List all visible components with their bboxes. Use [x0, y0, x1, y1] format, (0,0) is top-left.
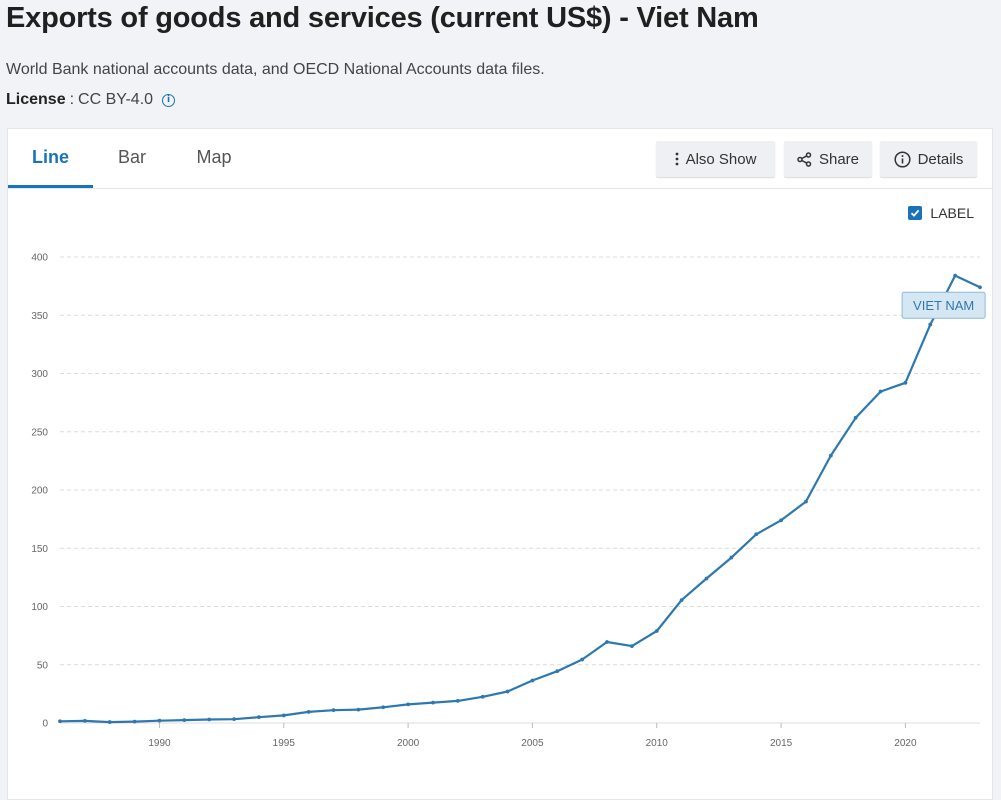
license-line: License : CC BY-4.0 i [6, 91, 176, 109]
line-chart: 0 50 100 150 200 250 300 350 400 1990 1995 2000 2005… [31, 253, 986, 749]
data-point [306, 710, 311, 714]
details-button[interactable]: Details [880, 141, 977, 177]
license-separator: : [69, 91, 75, 108]
data-point [530, 678, 535, 683]
details-label: Details [917, 150, 964, 168]
label-toggle[interactable]: LABEL [908, 205, 974, 221]
data-point [455, 698, 460, 703]
data-point [232, 717, 236, 722]
data-point [654, 629, 659, 633]
data-point [804, 499, 808, 504]
data-point [58, 719, 62, 724]
data-point [828, 453, 833, 458]
chart-tabs: Line Bar Map Also Show Share [8, 129, 992, 189]
data-point [580, 657, 585, 662]
share-label: Share [818, 150, 860, 168]
data-point [356, 707, 361, 712]
data-point [431, 700, 435, 705]
also-show-button[interactable]: Also Show [656, 141, 775, 177]
info-circle-icon [894, 150, 911, 168]
share-icon [797, 151, 812, 167]
data-point [480, 694, 485, 699]
license-value: CC BY-4.0 [78, 91, 154, 108]
data-point [182, 718, 187, 722]
data-point [605, 640, 609, 644]
checkbox-checked-icon[interactable] [908, 206, 923, 220]
x-tick-label: 2000 [397, 738, 420, 749]
source-note: World Bank national accounts data, and O… [6, 61, 545, 78]
info-icon[interactable]: i [162, 93, 176, 107]
data-point [729, 555, 734, 560]
x-tick-label: 2005 [521, 738, 544, 749]
tab-line[interactable]: Line [8, 129, 93, 188]
data-point [779, 518, 783, 523]
y-tick-label: 0 [42, 719, 48, 730]
tab-bar[interactable]: Bar [117, 147, 146, 167]
x-tick-label: 2015 [770, 738, 793, 749]
tab-map[interactable]: Map [196, 147, 232, 167]
series-label: VIET NAM [913, 298, 974, 313]
page-title: Exports of goods and services (current U… [6, 2, 759, 34]
data-point [903, 380, 908, 385]
also-show-label: Also Show [685, 150, 757, 168]
y-tick-label: 250 [31, 427, 48, 438]
label-toggle-text: LABEL [930, 205, 974, 221]
data-point [406, 702, 411, 707]
data-point [82, 719, 87, 723]
data-point [257, 715, 261, 720]
y-tick-label: 400 [31, 253, 48, 264]
data-point [281, 713, 286, 718]
series-label-box [901, 291, 986, 319]
x-tick-label: 1995 [273, 738, 296, 749]
data-point [704, 576, 709, 581]
data-point [132, 719, 137, 724]
y-tick-label: 350 [31, 311, 48, 322]
data-point [679, 598, 684, 602]
data-point [157, 718, 162, 723]
data-point [331, 708, 336, 713]
data-point [853, 415, 858, 420]
license-label: License [6, 91, 66, 108]
data-point [107, 720, 112, 724]
x-tick-label: 2010 [646, 738, 669, 749]
x-tick-label: 2020 [894, 738, 917, 749]
data-point [978, 285, 982, 290]
y-tick-label: 100 [31, 602, 48, 613]
data-point [953, 273, 958, 278]
y-tick-label: 150 [31, 544, 48, 555]
more-vertical-icon [675, 152, 679, 166]
data-point [878, 389, 883, 394]
data-point [629, 644, 634, 649]
data-point [381, 705, 386, 710]
data-point [754, 532, 759, 537]
x-tick-label: 1990 [148, 738, 171, 749]
y-tick-label: 50 [37, 660, 49, 671]
share-button[interactable]: Share [784, 141, 872, 177]
data-point [555, 669, 560, 674]
chart-card: Line Bar Map Also Show Share [7, 128, 993, 800]
y-tick-label: 300 [31, 369, 48, 380]
series-line [59, 274, 981, 724]
data-point [207, 717, 212, 722]
data-point [505, 689, 510, 694]
data-point [928, 322, 933, 327]
y-tick-label: 200 [31, 486, 48, 497]
